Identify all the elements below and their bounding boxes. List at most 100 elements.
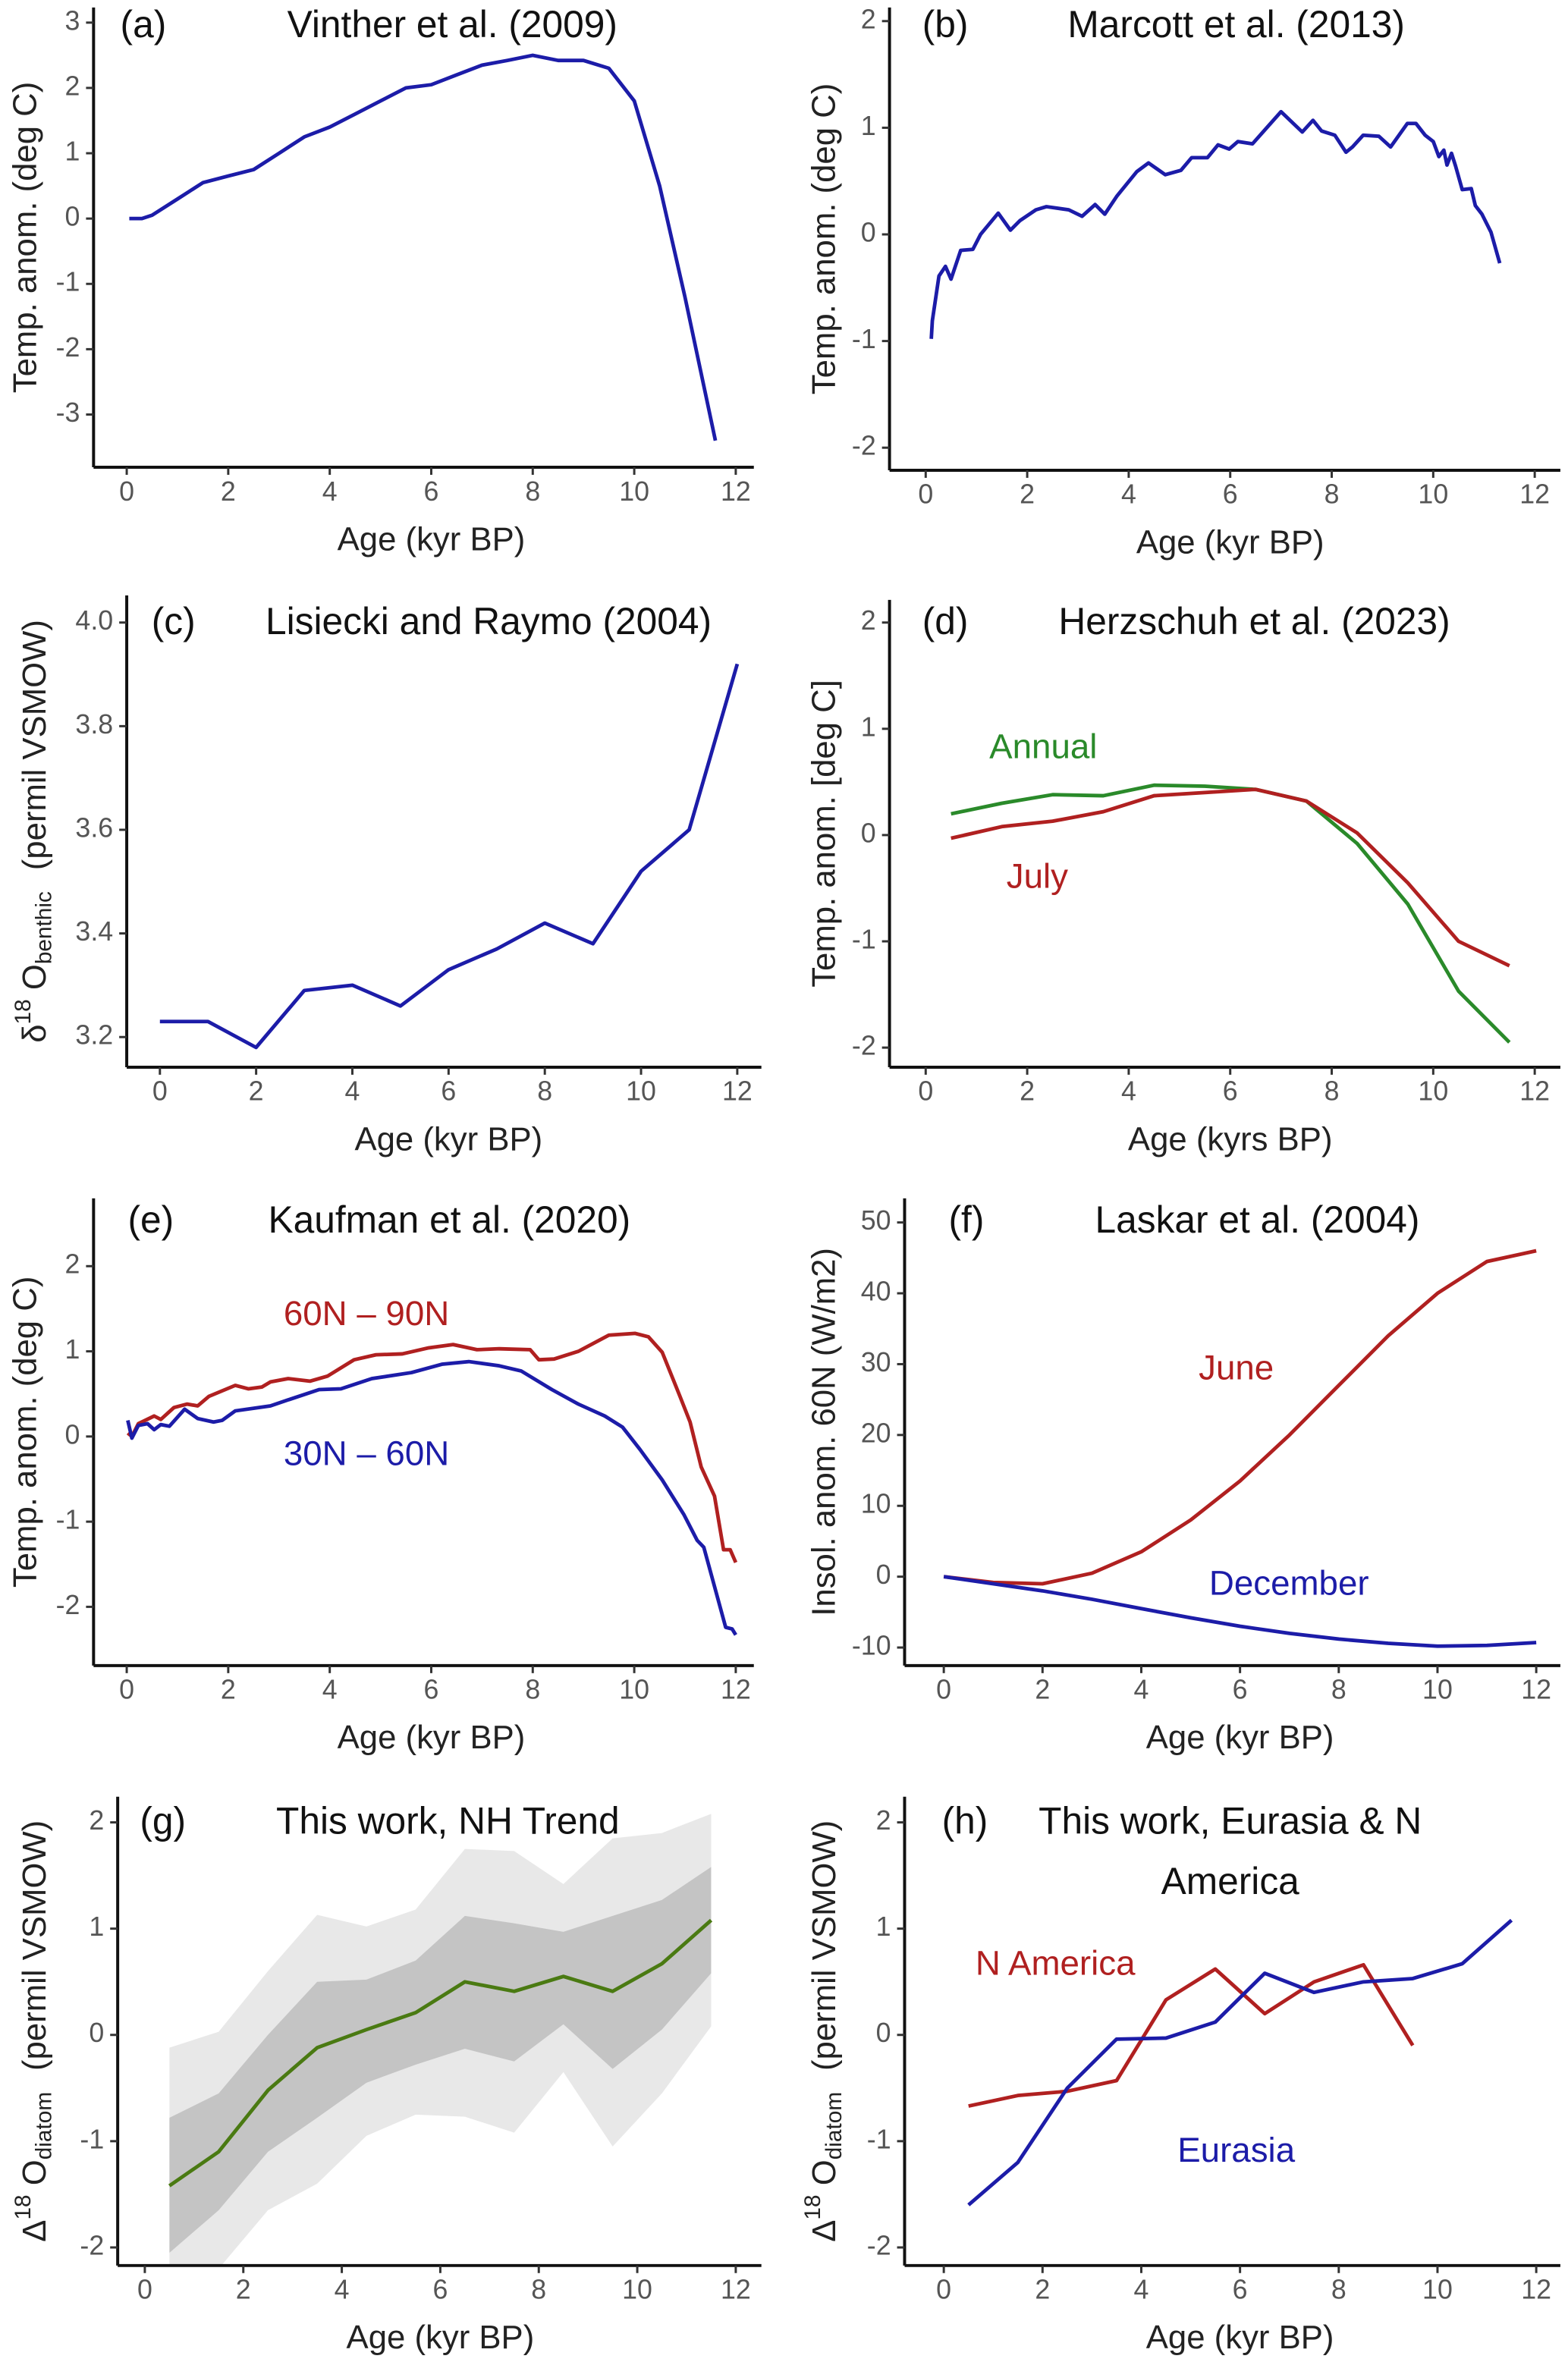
x-axis-label: Age (kyr BP) [1146,1719,1334,1756]
y-tick-label: 1 [65,136,80,166]
y-label-prefix: Δ [15,2220,52,2242]
y-tick-label: -2 [867,2230,891,2260]
x-tick-label: 0 [152,1076,168,1107]
panel-title: Vinther et al. (2009) [288,3,617,46]
x-axis-label: Age (kyr BP) [1146,2319,1334,2356]
y-tick-label: -1 [56,267,80,297]
y-tick-label: 0 [861,217,876,247]
x-axis-label: Age (kyr BP) [338,520,526,558]
x-tick-label: 6 [1223,479,1238,510]
y-tick-label: 1 [861,111,876,141]
y-tick-label: -2 [852,431,876,461]
x-tick-label: 12 [1521,1675,1551,1705]
panel-letter: (f) [949,1198,985,1241]
panel-c: 0 2 4 6 8 10 12 3.2 3.4 3.6 3.8 4.0 Age (kyr BP) δ18 … [11,595,762,1157]
x-tick-label: 8 [531,2275,546,2305]
x-tick-label: 12 [1521,2275,1551,2305]
x-tick-label: 2 [236,2275,251,2305]
y-tick-label: -10 [852,1631,891,1661]
y-label-prefix: Δ [806,2220,843,2242]
panel-letter: (d) [922,600,969,642]
y-tick-label: 3 [65,5,80,36]
y-tick-label: 4.0 [75,605,113,636]
y-tick-label: 2 [65,71,80,101]
series-line-july [951,787,1510,968]
x-tick-label: 4 [1134,2275,1149,2305]
series-line-n-america [968,1962,1415,2108]
x-tick-label: 8 [1331,1675,1346,1705]
x-tick-label: 12 [721,476,751,507]
y-tick-label: 0 [876,2018,891,2048]
panel-title: Herzschuh et al. (2023) [1058,600,1450,642]
x-axis-label: Age (kyrs BP) [1128,1120,1333,1157]
y-axis-label: Temp. anom. (deg C) [6,1277,43,1588]
series-label: 30N – 60N [284,1434,449,1473]
x-tick-label: 2 [1020,479,1035,510]
x-tick-label: 2 [249,1076,264,1107]
x-tick-label: 2 [1020,1076,1035,1107]
x-tick-label: 8 [1324,479,1340,510]
x-tick-label: 10 [1422,1675,1453,1705]
series-label: December [1209,1564,1369,1603]
y-tick-label: 10 [861,1489,891,1519]
y-label-suffix: (permil VSMOW) [806,1820,843,2071]
x-tick-label: 6 [1233,2275,1248,2305]
x-tick-label: 6 [424,1675,439,1705]
y-tick-label: 0 [65,1419,80,1450]
series-line-eurasia [967,1918,1513,2207]
series-line-0 [929,109,1502,339]
x-tick-label: 12 [722,1076,753,1107]
y-tick-label: 2 [89,1805,104,1836]
panel-title-line2: America [1161,1860,1300,1902]
y-label-sup: 18 [11,999,36,1024]
panel-title: Marcott et al. (2013) [1067,3,1404,46]
x-tick-label: 4 [1121,1076,1136,1107]
y-tick-label: 3.6 [75,812,113,843]
x-tick-label: 8 [537,1076,552,1107]
x-tick-label: 6 [424,476,439,507]
x-tick-label: 12 [1519,1076,1550,1107]
x-tick-label: 0 [936,1675,951,1705]
series-label: June [1199,1348,1274,1387]
series-line-0 [168,1918,713,2188]
x-tick-label: 8 [1331,2275,1346,2305]
y-tick-label: 30 [861,1347,891,1377]
panel-letter: (h) [942,1800,988,1842]
x-tick-label: 4 [322,476,338,507]
x-tick-label: 10 [619,476,649,507]
y-axis-label: Temp. anom. (deg C) [806,83,843,394]
y-tick-label: 0 [89,2018,104,2048]
x-tick-label: 8 [525,476,540,507]
panel-title: Lisiecki and Raymo (2004) [266,600,712,642]
y-tick-label: 2 [861,4,876,34]
x-tick-label: 10 [1418,1076,1448,1107]
y-axis-label: Insol. anom. 60N (W/m2) [806,1248,843,1616]
panel-letter: (c) [152,600,196,642]
y-tick-label: 40 [861,1277,891,1307]
series-line-0 [159,663,740,1050]
y-tick-label: -2 [80,2230,104,2260]
x-tick-label: 10 [619,1675,649,1705]
y-label-prefix: δ [15,1024,52,1042]
y-tick-label: 2 [876,1805,891,1836]
x-tick-label: 8 [525,1675,540,1705]
y-label-sup: 18 [11,2194,36,2219]
y-axis-label: Δ18 Odiatom (permil VSMOW) [11,1820,57,2242]
x-tick-label: 0 [119,476,134,507]
y-tick-label: 0 [65,202,80,232]
x-tick-label: 0 [119,1675,134,1705]
y-tick-label: 2 [861,605,876,636]
y-axis-label: Temp. anom. (deg C) [6,82,43,393]
series-line-60n-90n [126,1331,738,1563]
y-tick-label: -1 [867,2124,891,2154]
y-tick-label: -2 [56,1590,80,1620]
y-label-main: O [15,964,52,999]
panel-title: This work, NH Trend [276,1800,620,1842]
x-tick-label: 8 [1324,1076,1340,1107]
